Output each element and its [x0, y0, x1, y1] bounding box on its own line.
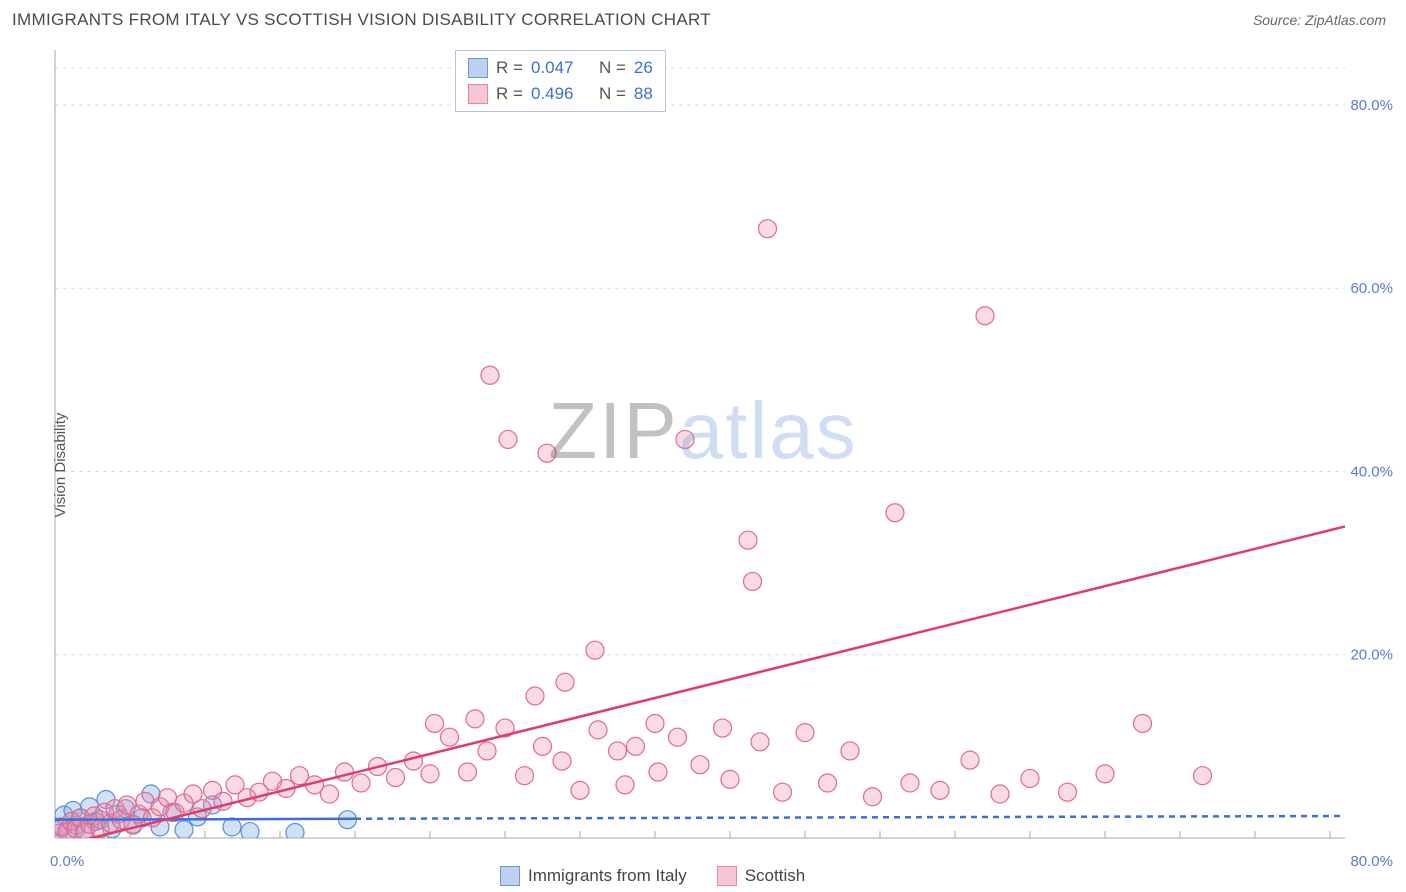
svg-text:0.0%: 0.0%: [50, 853, 84, 870]
chart-area: Vision Disability 20.0% 40.0% 60.0% 80.0% 0.…: [0, 38, 1406, 892]
correlation-legend: R = 0.047 N = 26 R = 0.496 N = 88: [455, 50, 666, 112]
source-value: ZipAtlas.com: [1305, 12, 1386, 28]
scatter-chart: 20.0% 40.0% 60.0% 80.0% 0.0% 80.0%: [0, 38, 1406, 892]
legend-swatch: [468, 84, 488, 104]
legend-r-value: 0.496: [531, 84, 574, 104]
legend-row: R = 0.047 N = 26: [468, 55, 653, 81]
legend-n-value: 88: [634, 84, 653, 104]
legend-n-label: N =: [599, 58, 626, 78]
svg-text:80.0%: 80.0%: [1350, 853, 1393, 870]
legend-r-label: R =: [496, 58, 523, 78]
series-legend-item: Immigrants from Italy: [500, 866, 687, 886]
legend-swatch: [500, 866, 520, 886]
chart-header: IMMIGRANTS FROM ITALY VS SCOTTISH VISION…: [0, 0, 1406, 34]
svg-text:20.0%: 20.0%: [1350, 647, 1393, 664]
legend-n-label: N =: [599, 84, 626, 104]
svg-text:60.0%: 60.0%: [1350, 280, 1393, 297]
series-legend-label: Scottish: [745, 866, 805, 886]
svg-text:80.0%: 80.0%: [1350, 97, 1393, 114]
legend-swatch: [717, 866, 737, 886]
svg-text:40.0%: 40.0%: [1350, 463, 1393, 480]
series-legend: Immigrants from Italy Scottish: [500, 866, 805, 886]
source-label: Source:: [1253, 12, 1301, 28]
series-legend-item: Scottish: [717, 866, 805, 886]
y-axis-label: Vision Disability: [52, 413, 69, 518]
legend-r-value: 0.047: [531, 58, 574, 78]
legend-r-label: R =: [496, 84, 523, 104]
legend-n-value: 26: [634, 58, 653, 78]
chart-title: IMMIGRANTS FROM ITALY VS SCOTTISH VISION…: [12, 10, 711, 30]
series-legend-label: Immigrants from Italy: [528, 866, 687, 886]
source-attribution: Source: ZipAtlas.com: [1253, 12, 1386, 28]
legend-swatch: [468, 58, 488, 78]
legend-row: R = 0.496 N = 88: [468, 81, 653, 107]
